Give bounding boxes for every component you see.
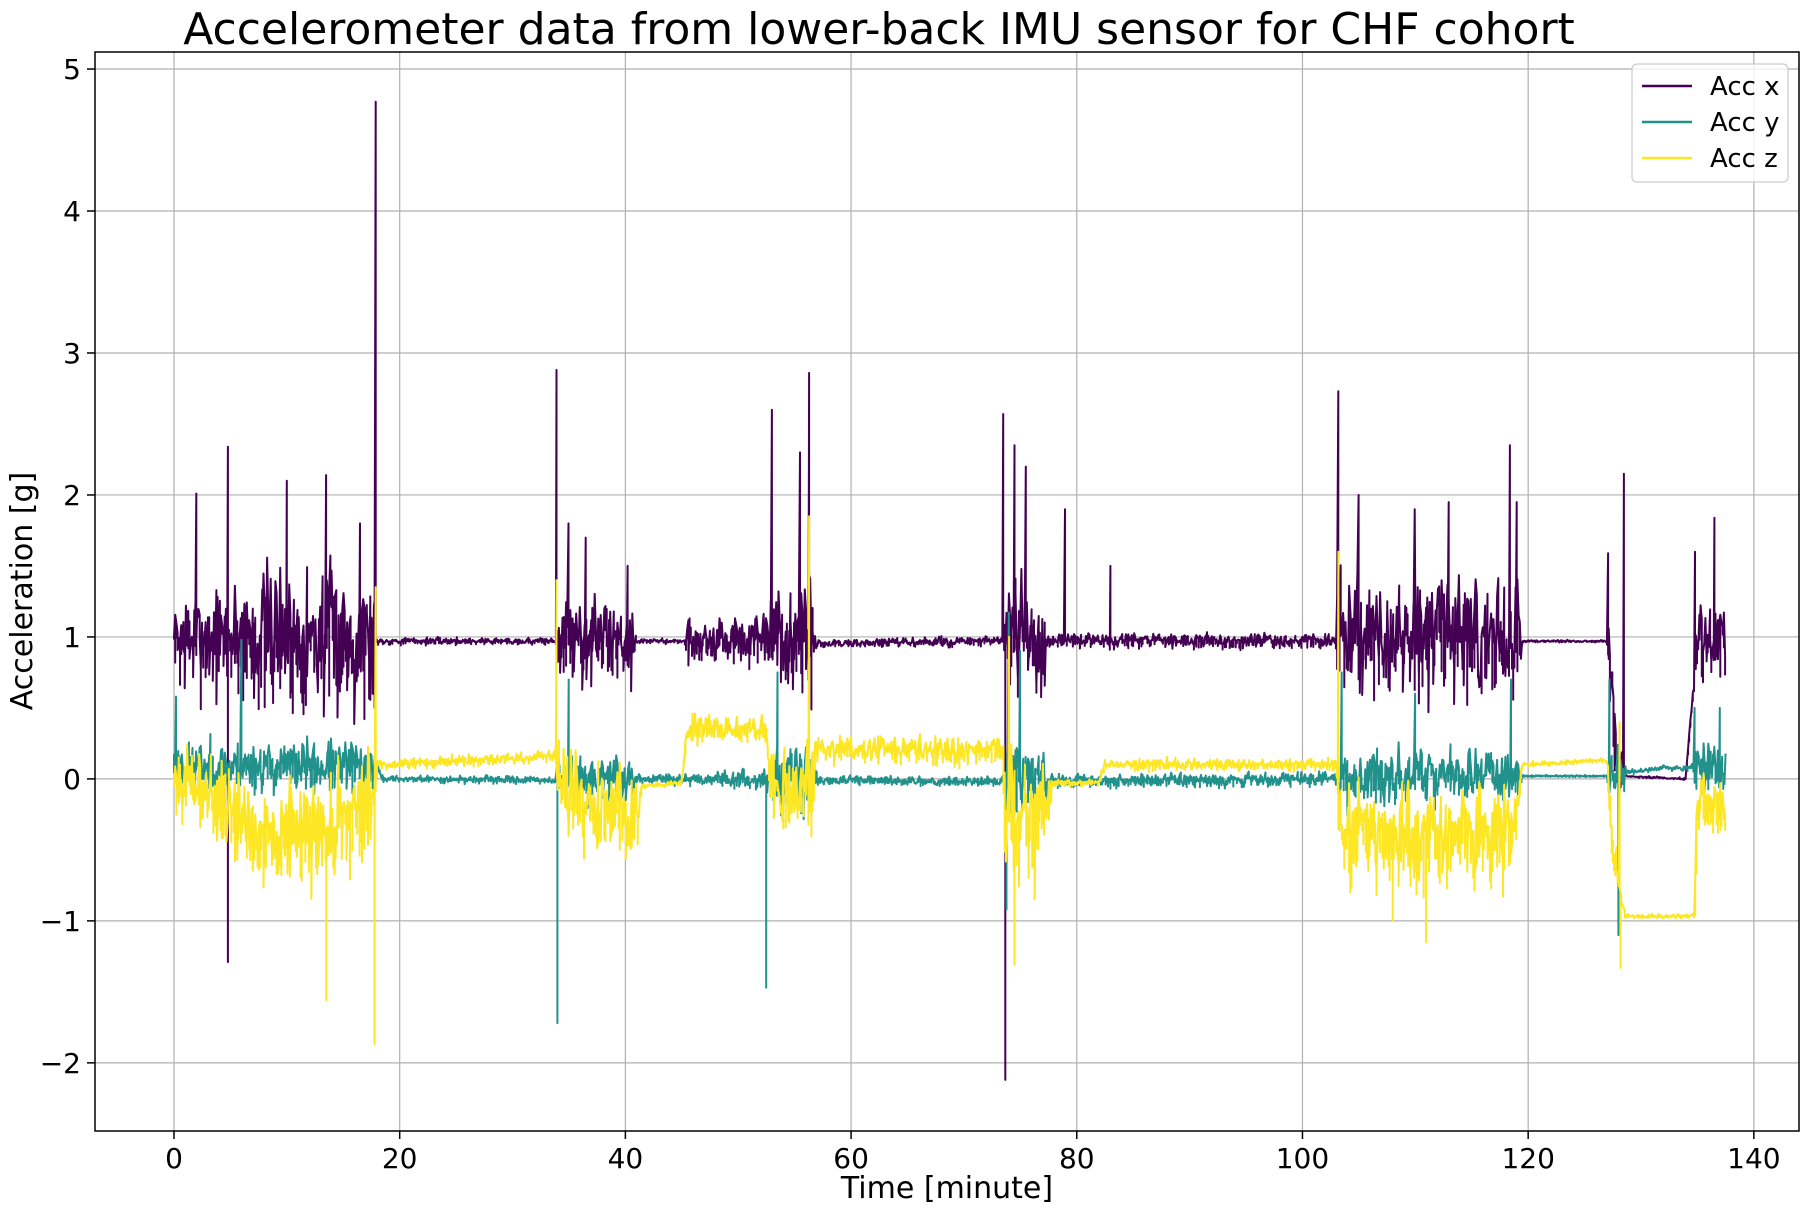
series-lines (173, 100, 1727, 1081)
y-tick-label: 5 (63, 53, 81, 86)
y-tick-label: −2 (40, 1047, 81, 1080)
y-tick-label: 0 (63, 763, 81, 796)
y-tick-label: 3 (63, 337, 81, 370)
axis-ticks: 0 20 40 60 80 100 120 140 −2 −1 0 1 2 3 4 5 (40, 53, 1781, 1175)
legend: Acc x Acc y Acc z (1631, 63, 1789, 183)
legend-entry: Acc x (1710, 72, 1780, 102)
chart-title: Accelerometer data from lower-back IMU s… (183, 4, 1575, 55)
x-tick-label: 120 (1501, 1142, 1554, 1175)
x-tick-label: 40 (608, 1142, 644, 1175)
series-line-acc-x (173, 100, 1727, 1081)
legend-entry: Acc y (1710, 108, 1780, 138)
x-tick-label: 140 (1727, 1142, 1780, 1175)
x-tick-label: 0 (165, 1142, 183, 1175)
x-tick-label: 100 (1276, 1142, 1329, 1175)
series-line-acc-z (173, 515, 1727, 1046)
y-tick-label: 1 (63, 621, 81, 654)
x-tick-label: 20 (382, 1142, 418, 1175)
x-tick-label: 80 (1059, 1142, 1095, 1175)
series-line-acc-y (173, 611, 1727, 1025)
y-tick-label: 4 (63, 195, 81, 228)
x-axis-label: Time [minute] (840, 1171, 1053, 1206)
x-tick-label: 60 (833, 1142, 869, 1175)
legend-entry: Acc z (1710, 144, 1778, 174)
y-tick-label: −1 (40, 905, 81, 938)
plot-frame (94, 51, 1800, 1132)
y-tick-label: 2 (63, 479, 81, 512)
legend-frame (1631, 63, 1789, 183)
y-axis-label: Acceleration [g] (5, 472, 40, 710)
